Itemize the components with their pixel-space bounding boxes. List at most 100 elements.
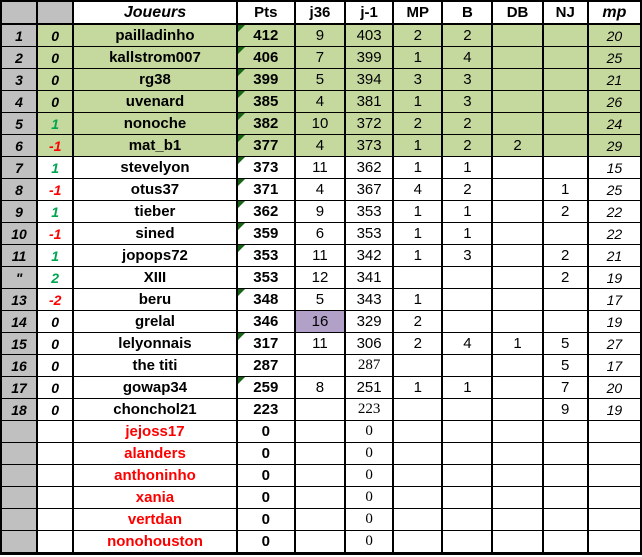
cell-nj[interactable] bbox=[541, 442, 589, 465]
cell-mp-minor[interactable]: 22 bbox=[586, 222, 642, 245]
cell-mp-major[interactable]: 2 bbox=[392, 310, 444, 333]
cell-j36[interactable]: 9 bbox=[293, 23, 347, 47]
cell-pts[interactable]: 0 bbox=[235, 486, 296, 509]
cell-nj[interactable] bbox=[541, 420, 589, 443]
cell-db[interactable] bbox=[491, 486, 544, 509]
cell-j-1[interactable]: 0 bbox=[344, 508, 395, 531]
cell-player-name[interactable]: grelal bbox=[72, 310, 238, 333]
cell-j-1[interactable]: 394 bbox=[344, 68, 395, 91]
cell-trend[interactable]: 1 bbox=[36, 244, 75, 267]
cell-db[interactable] bbox=[491, 420, 544, 443]
cell-bonus[interactable] bbox=[441, 398, 494, 421]
cell-trend[interactable]: 0 bbox=[36, 90, 75, 113]
header-change[interactable] bbox=[36, 0, 75, 25]
cell-player-name[interactable]: tieber bbox=[72, 200, 238, 223]
cell-rank[interactable] bbox=[0, 508, 39, 531]
cell-rank[interactable]: 9 bbox=[0, 200, 39, 223]
cell-db[interactable] bbox=[491, 508, 544, 531]
cell-mp-minor[interactable]: 21 bbox=[586, 68, 642, 91]
cell-db[interactable] bbox=[491, 90, 544, 113]
cell-nj[interactable] bbox=[541, 134, 589, 157]
cell-pts[interactable]: 346 bbox=[235, 310, 296, 333]
cell-mp-major[interactable] bbox=[392, 354, 444, 377]
header-db[interactable]: DB bbox=[491, 0, 544, 25]
cell-bonus[interactable]: 1 bbox=[441, 156, 494, 179]
cell-nj[interactable] bbox=[541, 310, 589, 333]
cell-trend[interactable] bbox=[36, 530, 75, 554]
cell-nj[interactable] bbox=[541, 222, 589, 245]
cell-j36[interactable]: 11 bbox=[293, 156, 347, 179]
cell-trend[interactable]: -1 bbox=[36, 134, 75, 157]
cell-trend[interactable]: 0 bbox=[36, 354, 75, 377]
cell-bonus[interactable]: 3 bbox=[441, 90, 494, 113]
cell-pts[interactable]: 259 bbox=[235, 376, 296, 399]
cell-rank[interactable]: 13 bbox=[0, 288, 39, 311]
cell-mp-major[interactable]: 1 bbox=[392, 376, 444, 399]
cell-trend[interactable]: 0 bbox=[36, 332, 75, 355]
cell-j36[interactable] bbox=[293, 420, 347, 443]
cell-nj[interactable]: 2 bbox=[541, 266, 589, 289]
cell-bonus[interactable] bbox=[441, 288, 494, 311]
cell-bonus[interactable]: 3 bbox=[441, 244, 494, 267]
cell-nj[interactable]: 2 bbox=[541, 200, 589, 223]
cell-pts[interactable]: 0 bbox=[235, 442, 296, 465]
cell-rank[interactable]: 6 bbox=[0, 134, 39, 157]
cell-mp-minor[interactable] bbox=[586, 530, 642, 554]
cell-j36[interactable]: 11 bbox=[293, 244, 347, 267]
cell-pts[interactable]: 0 bbox=[235, 464, 296, 487]
cell-j-1[interactable]: 306 bbox=[344, 332, 395, 355]
cell-mp-major[interactable] bbox=[392, 398, 444, 421]
cell-mp-minor[interactable]: 27 bbox=[586, 332, 642, 355]
cell-pts[interactable]: 317 bbox=[235, 332, 296, 355]
cell-j36[interactable] bbox=[293, 486, 347, 509]
cell-mp-minor[interactable]: 20 bbox=[586, 23, 642, 47]
cell-trend[interactable]: 0 bbox=[36, 376, 75, 399]
cell-nj[interactable] bbox=[541, 112, 589, 135]
cell-mp-minor[interactable]: 25 bbox=[586, 46, 642, 69]
cell-bonus[interactable]: 2 bbox=[441, 178, 494, 201]
cell-bonus[interactable] bbox=[441, 442, 494, 465]
cell-j36[interactable]: 5 bbox=[293, 288, 347, 311]
cell-trend[interactable]: 0 bbox=[36, 310, 75, 333]
cell-trend[interactable] bbox=[36, 486, 75, 509]
cell-nj[interactable]: 5 bbox=[541, 354, 589, 377]
cell-player-name[interactable]: sined bbox=[72, 222, 238, 245]
cell-pts[interactable]: 287 bbox=[235, 354, 296, 377]
cell-db[interactable] bbox=[491, 266, 544, 289]
cell-db[interactable] bbox=[491, 376, 544, 399]
cell-mp-minor[interactable]: 17 bbox=[586, 354, 642, 377]
cell-bonus[interactable] bbox=[441, 530, 494, 554]
cell-j36[interactable]: 11 bbox=[293, 332, 347, 355]
cell-pts[interactable]: 353 bbox=[235, 244, 296, 267]
header-j-1[interactable]: j-1 bbox=[344, 0, 395, 25]
cell-db[interactable] bbox=[491, 464, 544, 487]
cell-db[interactable] bbox=[491, 354, 544, 377]
cell-pts[interactable]: 0 bbox=[235, 508, 296, 531]
cell-mp-major[interactable] bbox=[392, 420, 444, 443]
cell-db[interactable] bbox=[491, 178, 544, 201]
cell-bonus[interactable]: 2 bbox=[441, 134, 494, 157]
cell-bonus[interactable]: 4 bbox=[441, 46, 494, 69]
cell-nj[interactable] bbox=[541, 23, 589, 47]
cell-j36[interactable] bbox=[293, 508, 347, 531]
cell-j-1[interactable]: 251 bbox=[344, 376, 395, 399]
header-b[interactable]: B bbox=[441, 0, 494, 25]
cell-pts[interactable]: 362 bbox=[235, 200, 296, 223]
cell-mp-major[interactable] bbox=[392, 530, 444, 554]
cell-nj[interactable] bbox=[541, 46, 589, 69]
cell-mp-minor[interactable] bbox=[586, 420, 642, 443]
cell-mp-minor[interactable]: 22 bbox=[586, 200, 642, 223]
cell-player-name[interactable]: kallstrom007 bbox=[72, 46, 238, 69]
cell-player-name[interactable]: chonchol21 bbox=[72, 398, 238, 421]
cell-trend[interactable] bbox=[36, 442, 75, 465]
cell-player-name[interactable]: lelyonnais bbox=[72, 332, 238, 355]
cell-j-1[interactable]: 0 bbox=[344, 442, 395, 465]
cell-j-1[interactable]: 0 bbox=[344, 530, 395, 554]
cell-db[interactable] bbox=[491, 200, 544, 223]
cell-trend[interactable] bbox=[36, 508, 75, 531]
cell-trend[interactable] bbox=[36, 420, 75, 443]
cell-pts[interactable]: 348 bbox=[235, 288, 296, 311]
cell-nj[interactable] bbox=[541, 288, 589, 311]
cell-rank[interactable]: 3 bbox=[0, 68, 39, 91]
cell-mp-major[interactable]: 1 bbox=[392, 288, 444, 311]
